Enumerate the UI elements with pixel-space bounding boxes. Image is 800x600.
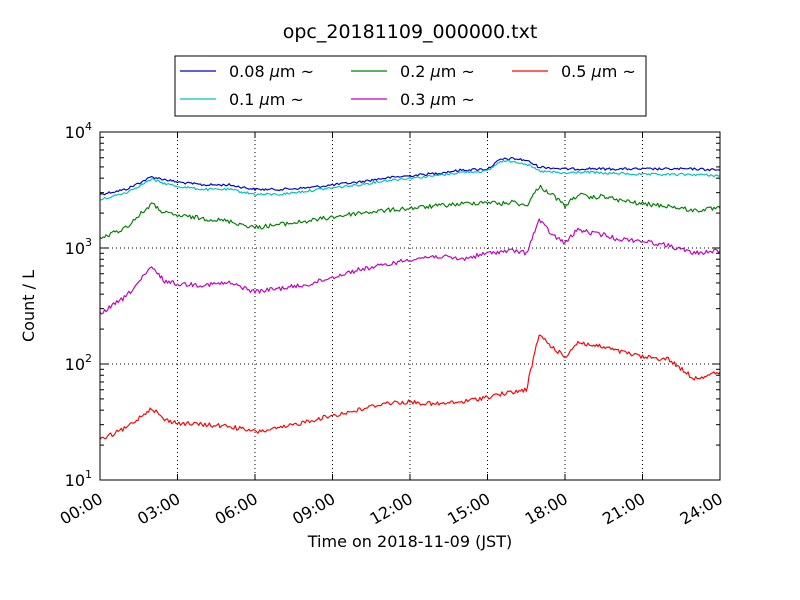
series-lines [99, 157, 721, 440]
legend-label: 0.5 μm ~ [561, 62, 636, 81]
x-tick-label: 06:00 [212, 489, 261, 529]
series-line-0-3um [99, 218, 721, 315]
y-tick-label: 104 [65, 120, 92, 142]
series-line-0-08um [99, 157, 721, 196]
legend-label: 0.3 μm ~ [400, 90, 475, 109]
x-tick-label: 09:00 [289, 489, 338, 529]
y-axis-label: Count / L [19, 270, 38, 342]
legend: 0.08 μm ~ 0.1 μm ~ 0.2 μm ~ 0.3 μm ~ 0.5 μm … [174, 55, 647, 117]
y-tick-label: 103 [65, 236, 92, 258]
x-tick-label: 18:00 [522, 489, 571, 529]
x-tick-label: 21:00 [599, 489, 648, 529]
x-tick-label: 12:00 [367, 489, 416, 529]
series-line-0-2um [99, 184, 721, 240]
x-axis-label: Time on 2018-11-09 (JST) [307, 532, 512, 551]
grid-lines [100, 132, 720, 480]
y-tick-label: 102 [65, 352, 92, 374]
x-tick-labels: 00:00 03:00 06:00 09:00 12:00 15:00 18:00 21:00… [57, 489, 726, 529]
series-line-0-1um [100, 159, 721, 201]
legend-box [174, 55, 647, 117]
x-tick-label: 03:00 [134, 489, 183, 529]
series-line-0-5um [99, 334, 721, 440]
legend-label: 0.1 μm ~ [229, 90, 304, 109]
x-tick-label: 24:00 [677, 489, 726, 529]
y-tick-labels: 101 102 103 104 [65, 120, 92, 490]
x-tick-label: 00:00 [57, 489, 106, 529]
chart-title: opc_20181109_000000.txt [283, 21, 538, 43]
legend-label: 0.2 μm ~ [400, 62, 475, 81]
legend-label: 0.08 μm ~ [229, 62, 314, 81]
x-tick-label: 15:00 [444, 489, 493, 529]
y-tick-label: 101 [65, 468, 92, 490]
axis-ticks [99, 131, 721, 481]
